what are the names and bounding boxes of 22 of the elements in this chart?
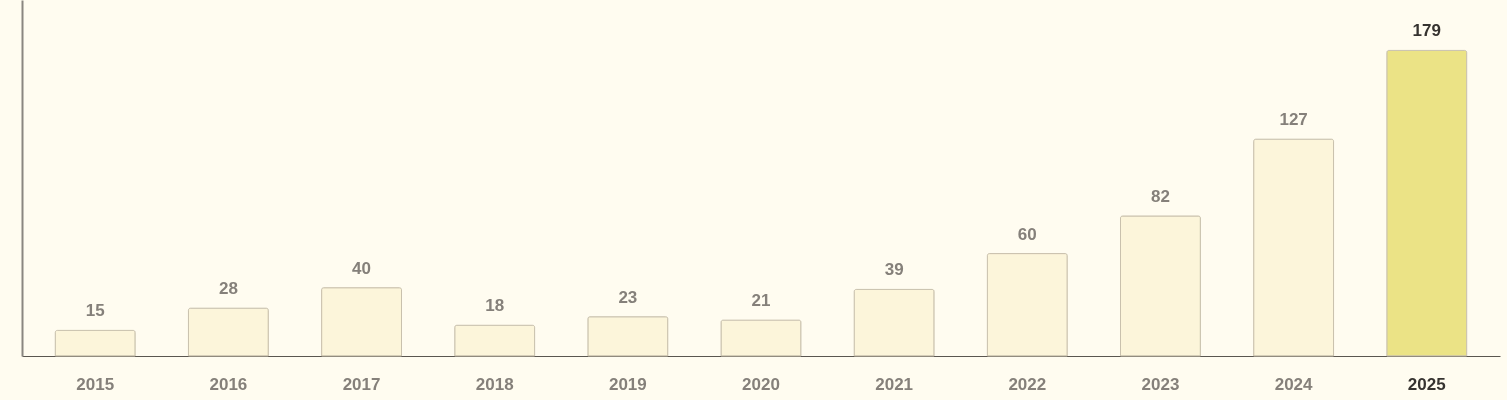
data-label: 18 bbox=[485, 296, 505, 316]
data-label: 40 bbox=[352, 258, 371, 278]
x-tick-label: 2017 bbox=[342, 374, 381, 394]
x-tick-label: 2022 bbox=[1008, 374, 1047, 394]
x-tick-label: 2018 bbox=[475, 374, 514, 394]
data-label: 28 bbox=[218, 279, 238, 299]
data-label: 60 bbox=[1017, 224, 1037, 244]
x-tick-label: 2019 bbox=[608, 374, 647, 394]
data-label: 39 bbox=[884, 260, 904, 280]
x-tick-label: 2024 bbox=[1274, 374, 1314, 394]
x-tick-label: 2021 bbox=[875, 374, 914, 394]
data-label: 23 bbox=[618, 287, 638, 307]
x-tick-label: 2025 bbox=[1407, 374, 1446, 394]
data-label: 21 bbox=[751, 291, 771, 311]
data-label: 179 bbox=[1412, 21, 1441, 41]
data-label: 82 bbox=[1151, 187, 1170, 207]
data-label: 15 bbox=[85, 301, 105, 321]
x-tick-label: 2016 bbox=[209, 374, 248, 394]
data-label: 127 bbox=[1279, 110, 1308, 130]
x-tick-label: 2015 bbox=[76, 374, 115, 394]
x-tick-label: 2023 bbox=[1141, 374, 1180, 394]
x-tick-label: 2020 bbox=[742, 374, 780, 394]
